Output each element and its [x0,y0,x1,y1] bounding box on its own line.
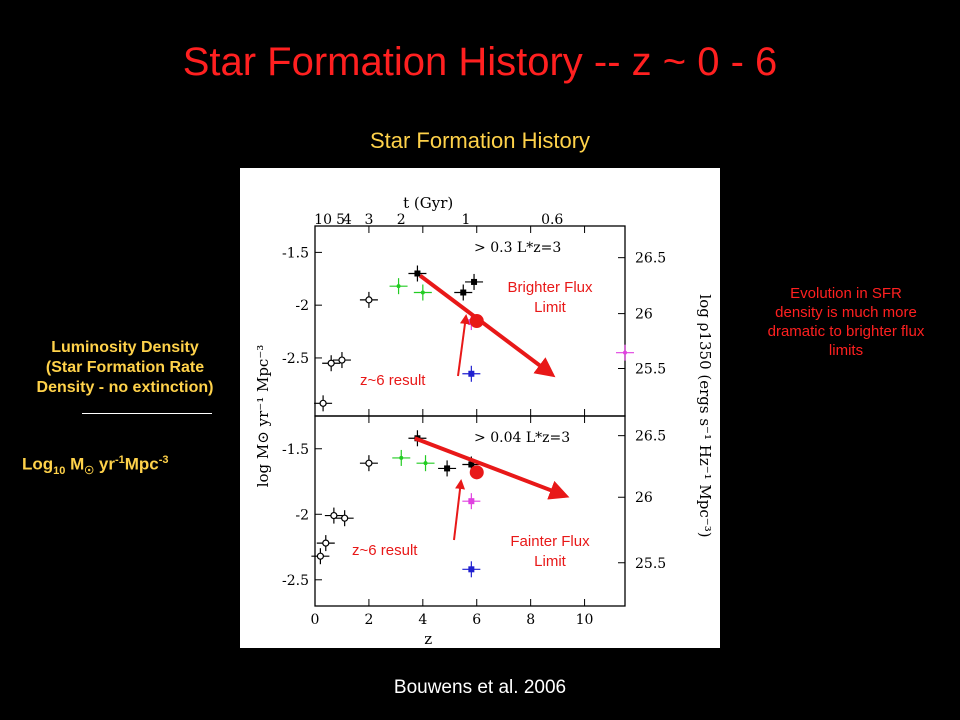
citation: Bouwens et al. 2006 [393,677,567,698]
y-right-tick-label: 26.5 [635,429,666,445]
left-label-line: (Star Formation Rate [45,359,205,376]
z6-pointer-arrow [457,314,470,377]
y-tick-label: -2.5 [282,573,309,589]
unit-yr: yr [94,454,115,474]
top-axis-tick-label: 4 [343,212,352,228]
right-note-line: dramatic to brighter flux [767,323,925,340]
x-tick-label: 6 [472,612,481,628]
unit-yr-exp: -1 [114,454,125,466]
left-axis-description: Luminosity Density (Star Formation Rate … [8,338,242,398]
fainter-flux-label: Fainter Flux [510,533,590,550]
y-tick-label: -2 [295,507,309,523]
z6-result-label: z~6 result [352,542,418,559]
left-label-line: Density - no extinction) [36,379,214,396]
y-axis-label-right: log ρ1350 (ergs s⁻¹ Hz⁻¹ Mpc⁻³) [696,294,714,537]
right-note-line: Evolution in SFR [790,285,902,302]
y-right-tick-label: 25.5 [635,556,666,572]
data-point [468,370,475,377]
data-point [396,284,401,289]
divider-line [82,413,212,414]
data-point [414,270,421,277]
sun-symbol-icon: ☉ [84,465,95,478]
panel-frame-bottom [314,415,626,607]
data-point [460,289,467,296]
trend-arrow [414,436,570,500]
y-tick-label: -2.5 [282,351,309,367]
right-note-line: density is much more [775,304,917,321]
y-right-tick-label: 26 [635,307,653,323]
fainter-flux-label: Limit [534,553,567,570]
right-note-line: limits [828,342,864,359]
panel-label: > 0.04 L*z=3 [474,430,570,446]
x-tick-label: 4 [418,612,427,628]
data-point [468,498,475,505]
unit-mpc-exp: -3 [158,454,169,466]
unit-mpc: Mpc [124,454,159,474]
x-tick-label: 8 [526,612,535,628]
data-point [327,359,335,367]
data-point [330,511,338,520]
top-axis-tick-label: 3 [364,212,373,228]
y-axis-label-left: log M⊙ yr⁻¹ Mpc⁻³ [254,345,272,488]
unit-log: Log [22,454,54,474]
y-right-tick-label: 25.5 [635,362,666,378]
x-axis-label: z [424,630,432,648]
top-axis-label: t (Gyr) [403,194,453,212]
z6-pointer-arrow [453,479,466,541]
z6-result-label: z~6 result [360,372,426,389]
unit-log-sub: 10 [53,465,66,478]
brighter-flux-label: Brighter Flux [507,279,593,296]
y-tick-label: -1.5 [282,442,309,458]
top-axis-tick-label: 1 [461,212,470,228]
data-point [444,465,451,472]
data-point [623,350,627,355]
x-tick-label: 0 [311,612,320,628]
data-point-z6 [469,465,484,480]
y-tick-label: -2 [295,298,309,314]
data-point [420,290,425,295]
data-point [319,399,327,407]
trend-arrow [418,274,556,378]
left-label-line: Luminosity Density [51,339,199,356]
top-axis-tick-label: 2 [397,212,406,228]
x-tick-label: 10 [576,612,594,628]
data-point [322,539,330,547]
data-point [365,459,373,467]
data-point [341,514,349,522]
slide-title: Star Formation History -- z ~ 0 - 6 [182,40,778,84]
data-point [365,296,373,304]
y-right-tick-label: 26.5 [635,251,666,267]
data-point [468,461,475,468]
y-right-tick-label: 26 [635,490,653,506]
brighter-flux-label: Limit [534,299,567,316]
top-axis-tick-label: 5 [336,212,345,228]
data-point [423,461,428,466]
right-note: Evolution in SFR density is much more dr… [735,284,957,360]
data-point [316,552,324,560]
data-point [468,566,475,573]
panel-label: > 0.3 L*z=3 [474,240,561,256]
data-point [338,356,346,364]
data-point [399,455,404,460]
top-axis-tick-label: 0.6 [541,212,563,228]
figure-background [240,168,720,648]
y-tick-label: -1.5 [282,245,309,261]
figure-title: Star Formation History [369,128,591,153]
top-axis-tick-label: 10 [314,212,332,228]
x-tick-label: 2 [364,612,373,628]
left-unit-label: Log10 M☉ yr-1Mpc-3 [22,454,242,477]
unit-m: M [65,454,85,474]
data-point [471,278,478,285]
